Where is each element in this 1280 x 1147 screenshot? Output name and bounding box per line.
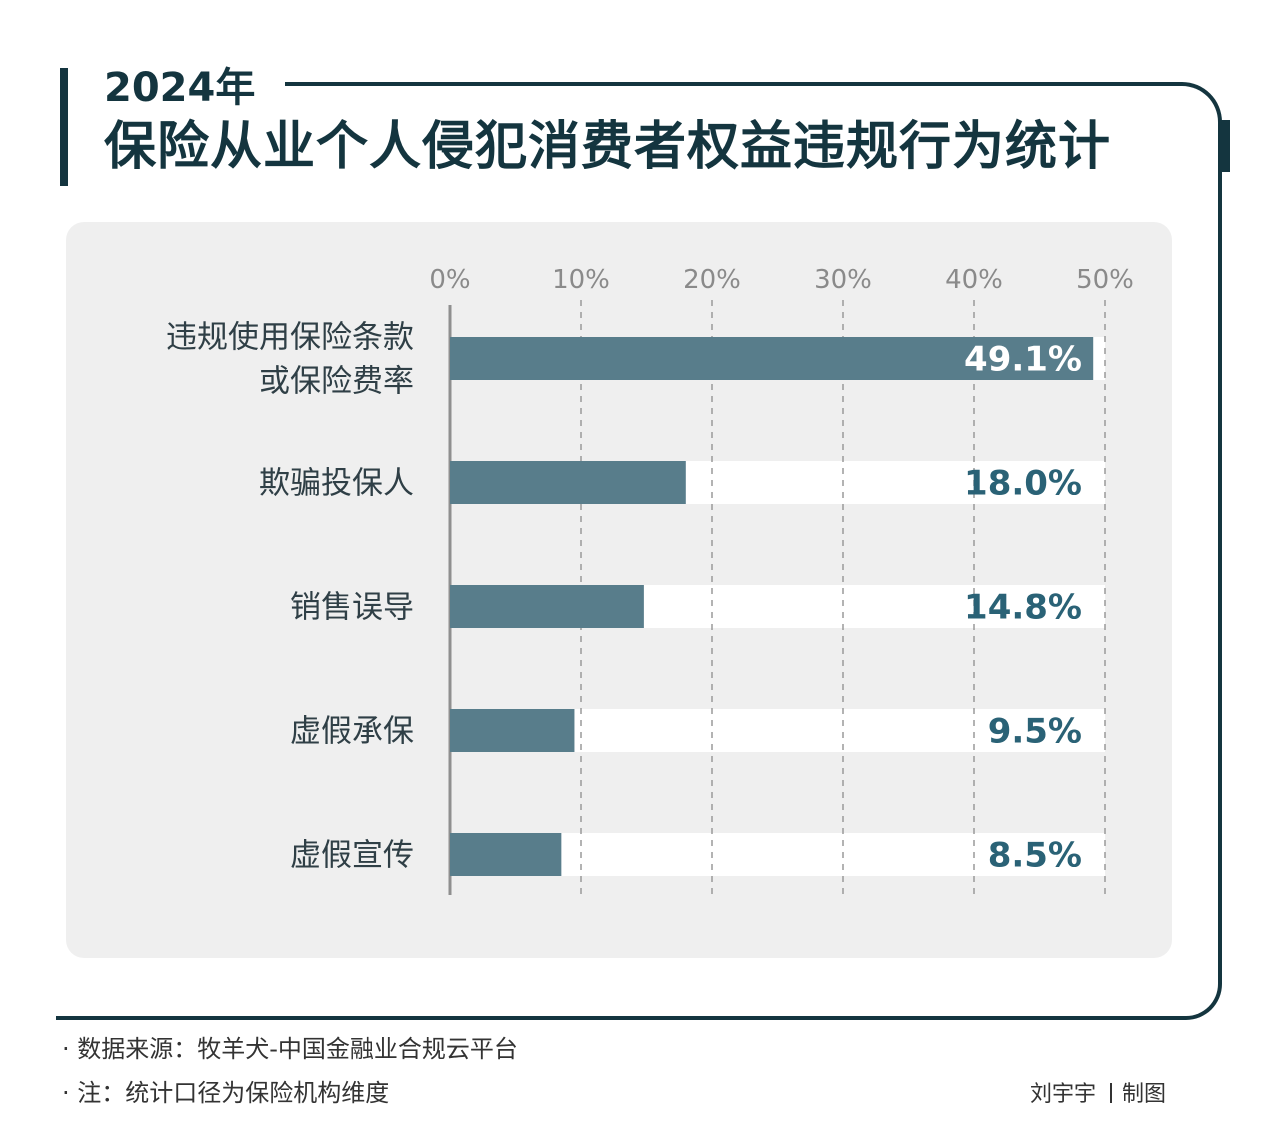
category-label: 违规使用保险条款 <box>166 320 414 356</box>
bar-value-label: 8.5% <box>988 836 1082 876</box>
x-tick-label: 20% <box>683 265 741 295</box>
bar-value-label: 18.0% <box>964 464 1082 504</box>
bar-value-label: 14.8% <box>964 588 1082 628</box>
category-label: 欺骗投保人 <box>259 466 414 502</box>
chart-title: 保险从业个人侵犯消费者权益违规行为统计 <box>104 117 1112 177</box>
category-label: 虚假宣传 <box>290 838 414 874</box>
category-label: 销售误导 <box>290 590 414 626</box>
bar <box>450 585 644 628</box>
x-tick-label: 40% <box>945 265 1003 295</box>
bar <box>450 833 562 876</box>
category-label: 虚假承保 <box>290 714 414 750</box>
category-label: 或保险费率 <box>259 364 414 400</box>
credit-separator <box>1110 1083 1113 1103</box>
credit-name: 刘宇宇 <box>1030 1082 1097 1107</box>
frame-bottom-line <box>56 1016 1156 1020</box>
credit: 刘宇宇 制图 <box>1030 1080 1166 1110</box>
bar <box>450 337 1094 380</box>
bar-value-label: 9.5% <box>988 712 1082 752</box>
x-tick-label: 10% <box>552 265 610 295</box>
frame-right-accent <box>1218 120 1230 172</box>
x-tick-label: 30% <box>814 265 872 295</box>
bar <box>450 709 575 752</box>
bar-value-label: 49.1% <box>964 340 1082 380</box>
source-note: · 数据来源：牧羊犬-中国金融业合规云平台 <box>62 1035 518 1063</box>
frame-top-line <box>285 82 1165 86</box>
frame-left-accent <box>60 68 68 186</box>
x-tick-label: 0% <box>429 265 470 295</box>
x-tick-label: 50% <box>1076 265 1134 295</box>
frame-right-border <box>1150 82 1222 1020</box>
credit-role: 制图 <box>1122 1082 1167 1107</box>
scope-note: · 注：统计口径为保险机构维度 <box>62 1079 390 1107</box>
chart-year: 2024年 <box>104 65 256 111</box>
bar <box>450 461 686 504</box>
